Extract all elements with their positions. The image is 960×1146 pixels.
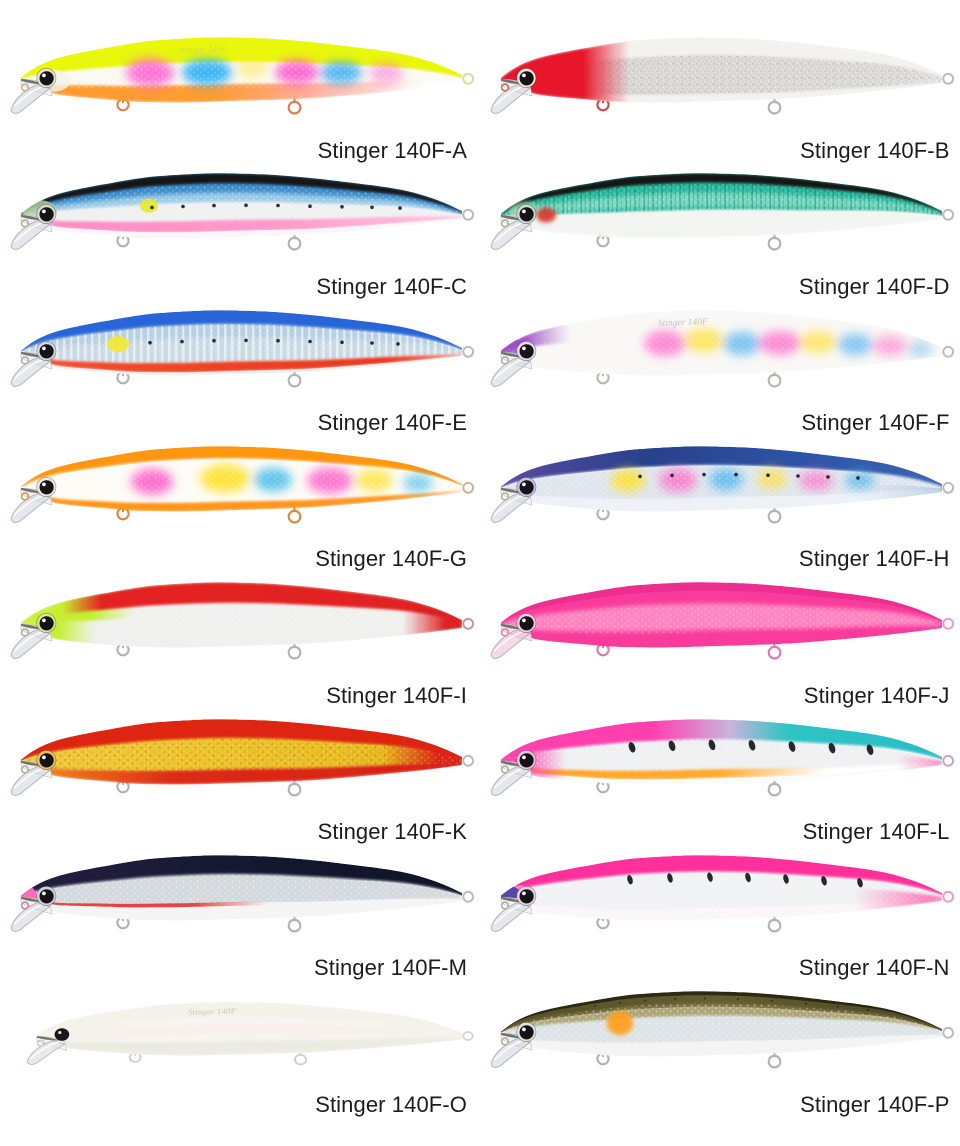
svg-text:Stinger 140F: Stinger 140F (188, 1006, 237, 1017)
svg-text:Stinger 140F: Stinger 140F (658, 317, 708, 329)
svg-text:Stinger 140F: Stinger 140F (178, 44, 228, 56)
